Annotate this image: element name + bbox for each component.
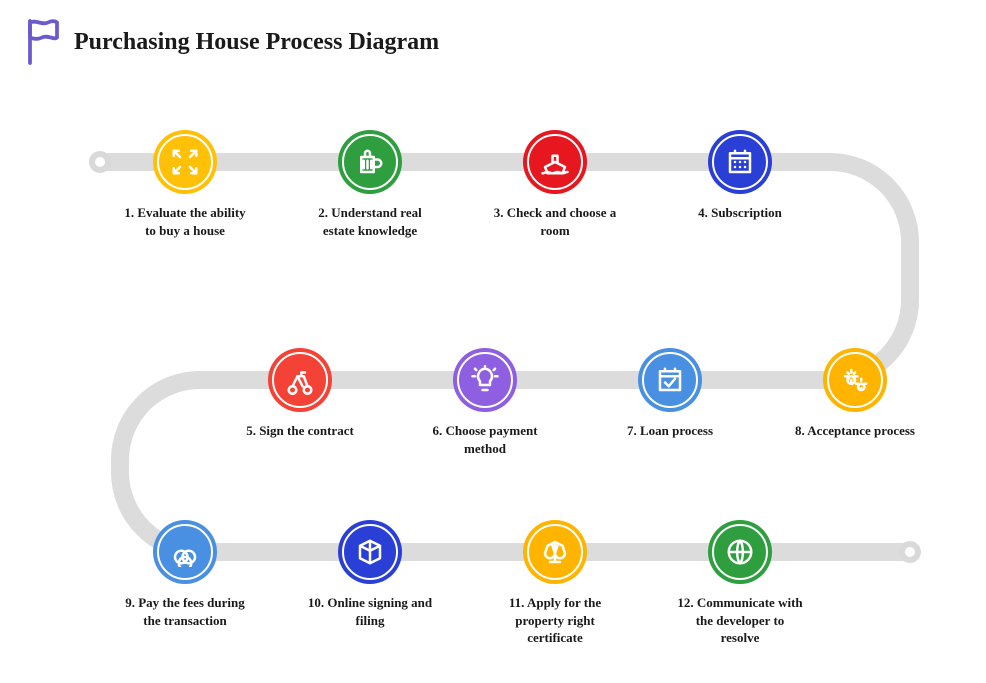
diagram-header: Purchasing House Process Diagram: [24, 18, 439, 66]
diagram-title: Purchasing House Process Diagram: [74, 29, 439, 56]
step-label: 4. Subscription: [698, 204, 782, 222]
process-step-1: 1. Evaluate the ability to buy a house: [115, 130, 255, 239]
step-label: 8. Acceptance process: [795, 422, 915, 440]
venn-icon: [170, 537, 200, 567]
process-step-12: 12. Communicate with the developer to re…: [670, 520, 810, 647]
step-label: 6. Choose payment method: [420, 422, 550, 457]
step-label: 1. Evaluate the ability to buy a house: [120, 204, 250, 239]
process-step-8: 8. Acceptance process: [785, 348, 925, 440]
step-label: 2. Understand real estate knowledge: [305, 204, 435, 239]
cube-icon: [355, 537, 385, 567]
check-cal-icon: [655, 365, 685, 395]
process-step-2: 2. Understand real estate knowledge: [300, 130, 440, 239]
process-step-11: 11. Apply for the property right certifi…: [485, 520, 625, 647]
calendar-icon: [725, 147, 755, 177]
step-circle: [638, 348, 702, 412]
bulb-icon: [470, 365, 500, 395]
step-label: 12. Communicate with the developer to re…: [675, 594, 805, 647]
step-label: 10. Online signing and filing: [305, 594, 435, 629]
step-circle: [153, 130, 217, 194]
globe-icon: [725, 537, 755, 567]
process-step-3: 3. Check and choose a room: [485, 130, 625, 239]
step-label: 3. Check and choose a room: [490, 204, 620, 239]
beer-icon: [355, 147, 385, 177]
step-label: 9. Pay the fees during the transaction: [120, 594, 250, 629]
step-circle: [708, 520, 772, 584]
step-circle: [708, 130, 772, 194]
process-step-9: 9. Pay the fees during the transaction: [115, 520, 255, 629]
step-circle: [523, 130, 587, 194]
flag-icon: [24, 18, 60, 66]
compress-icon: [170, 147, 200, 177]
step-label: 11. Apply for the property right certifi…: [490, 594, 620, 647]
step-circle: [338, 520, 402, 584]
process-step-6: 6. Choose payment method: [415, 348, 555, 457]
path-start-endpoint: [89, 151, 111, 173]
process-step-5: 5. Sign the contract: [230, 348, 370, 440]
gears-icon: [840, 365, 870, 395]
ship-icon: [540, 147, 570, 177]
step-circle: [268, 348, 332, 412]
step-circle: [153, 520, 217, 584]
step-circle: [453, 348, 517, 412]
scale-icon: [540, 537, 570, 567]
step-circle: [523, 520, 587, 584]
process-step-10: 10. Online signing and filing: [300, 520, 440, 629]
step-circle: [338, 130, 402, 194]
path-end-endpoint: [899, 541, 921, 563]
step-label: 7. Loan process: [627, 422, 713, 440]
step-circle: [823, 348, 887, 412]
process-step-4: 4. Subscription: [670, 130, 810, 222]
process-step-7: 7. Loan process: [600, 348, 740, 440]
bicycle-icon: [285, 365, 315, 395]
step-label: 5. Sign the contract: [246, 422, 354, 440]
